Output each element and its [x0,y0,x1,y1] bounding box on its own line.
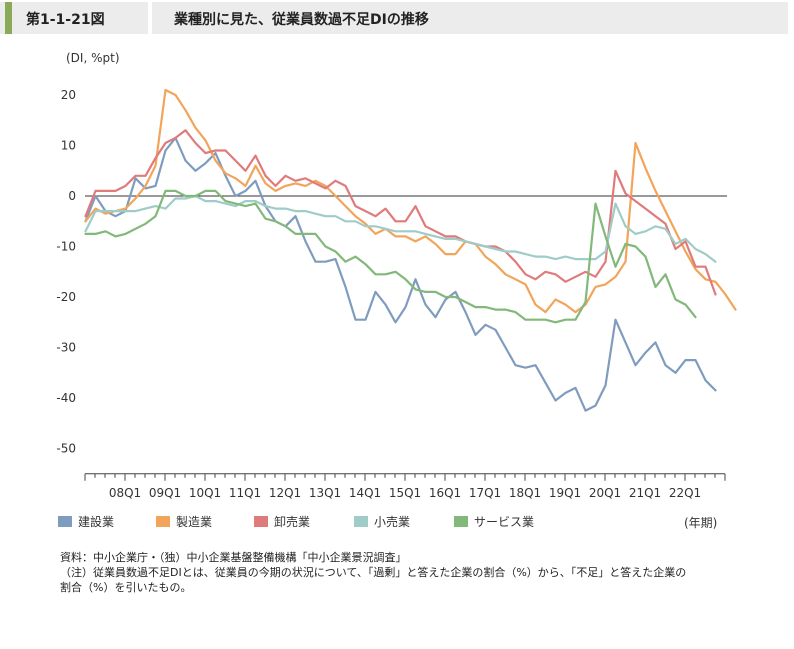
x-tick-label: 14Q1 [349,486,381,500]
legend-item: サービス業 [454,513,534,530]
x-tick-label: 09Q1 [149,486,181,500]
x-axis: 08Q1 09Q1 10Q1 11Q1 12Q1 13Q1 14Q1 15Q1 16Q1 17Q1… [84,195,727,500]
x-tick-label: 08Q1 [109,486,141,500]
y-tick-label: 10 [61,139,76,153]
x-tick-label: 21Q1 [629,486,661,500]
y-tick-label: -50 [56,442,76,456]
x-tick-label: 12Q1 [269,486,301,500]
line-chart: (DI, %pt) 20 10 0 -10 -20 -30 -40 -50 08Q1 09Q1 1… [56,51,737,500]
y-tick-label: -30 [56,341,76,355]
legend-label: 建設業 [78,515,115,529]
x-tick-label: 10Q1 [189,486,221,500]
x-tick-label: 18Q1 [509,486,541,500]
y-axis: 20 10 0 -10 -20 -30 -40 -50 [56,88,76,456]
legend-item: 小売業 [354,513,410,530]
y-tick-label: 20 [61,88,76,102]
figure-title: 業種別に見た、従業員数過不足DIの推移 [174,12,429,28]
header-accent-bar [5,2,12,34]
legend-swatch [454,516,468,527]
x-tick-label: 19Q1 [549,486,581,500]
legend-swatch [156,516,170,527]
x-tick-label: 20Q1 [589,486,621,500]
header-separator [148,2,152,34]
y-tick-label: 0 [68,189,76,203]
figure-label: 第1-1-21図 [26,12,105,28]
series-lines [84,88,737,412]
x-tick-label: 22Q1 [669,486,701,500]
series-line-1 [84,88,737,314]
legend-label: 卸売業 [274,515,311,529]
legend: 建設業 製造業 卸売業 小売業 サービス業 [58,513,738,531]
legend-item: 建設業 [58,513,114,530]
legend-item: 卸売業 [254,513,310,530]
series-line-4 [84,189,697,324]
legend-label: 製造業 [176,515,213,529]
definition-note-line1: （注）従業員数過不足DIとは、従業員の今期の状況について、「過剰」と答えた企業の… [60,566,687,579]
x-tick-label: 17Q1 [469,486,501,500]
x-tick-label: 11Q1 [229,486,261,500]
legend-item: 製造業 [156,513,212,530]
legend-label: サービス業 [474,515,535,529]
series-line-2 [84,129,717,296]
y-axis-unit-label: (DI, %pt) [66,51,120,65]
figure-header: 第1-1-21図 業種別に見た、従業員数過不足DIの推移 [0,2,788,34]
legend-swatch [354,516,368,527]
legend-label: 小売業 [374,515,411,529]
y-tick-label: -40 [56,391,76,405]
series-line-3 [84,194,717,263]
definition-note-line2: 割合（%）を引いたもの。 [60,581,192,594]
y-tick-label: -10 [56,240,76,254]
notes: 資料：中小企業庁・（独）中小企業基盤整備機構「中小企業景況調査」 （注）従業員数… [60,550,760,595]
legend-swatch [58,516,72,527]
legend-swatch [254,516,268,527]
y-tick-label: -20 [56,290,76,304]
x-tick-label: 15Q1 [389,486,421,500]
x-axis-unit-label: (年期) [684,516,718,530]
x-tick-label: 13Q1 [309,486,341,500]
series-line-0 [84,136,717,412]
x-tick-label: 16Q1 [429,486,461,500]
source-note: 資料：中小企業庁・（独）中小企業基盤整備機構「中小企業景況調査」 [60,551,407,564]
